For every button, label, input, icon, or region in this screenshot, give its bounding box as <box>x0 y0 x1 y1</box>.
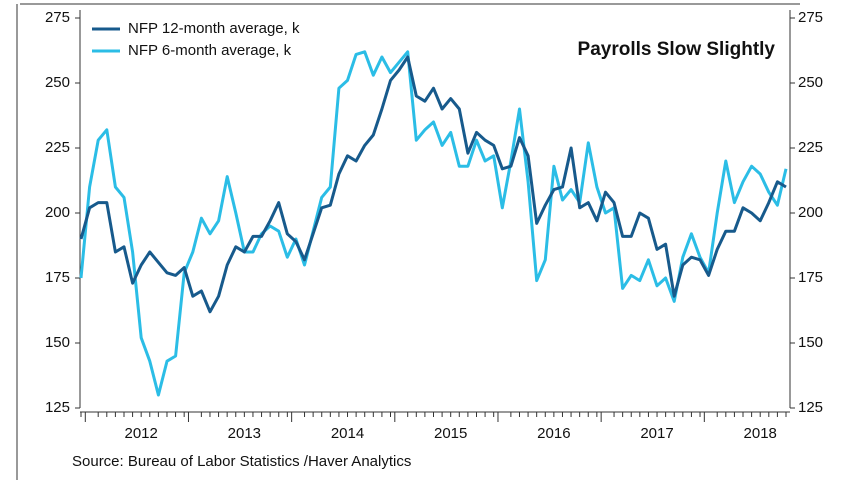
y2-tick-label: 150 <box>798 334 823 351</box>
legend-label: NFP 12-month average, k <box>128 20 300 37</box>
y2-tick-label: 275 <box>798 9 823 26</box>
series-line <box>79 50 788 397</box>
x-tick-label: 2012 <box>124 425 157 442</box>
y-tick-label: 200 <box>45 204 70 221</box>
x-tick-label: 2013 <box>228 425 261 442</box>
y-tick-label: 175 <box>45 269 70 286</box>
y-tick-label: 125 <box>45 399 70 416</box>
y2-tick-label: 200 <box>798 204 823 221</box>
x-tick-label: 2015 <box>434 425 467 442</box>
x-tick-label: 2017 <box>640 425 673 442</box>
x-tick-label: 2014 <box>331 425 364 442</box>
y2-tick-label: 125 <box>798 399 823 416</box>
chart-title: Payrolls Slow Slightly <box>578 39 776 60</box>
source-note: Source: Bureau of Labor Statistics /Have… <box>72 453 411 470</box>
series-line <box>79 55 787 314</box>
y2-tick-label: 175 <box>798 269 823 286</box>
y-tick-label: 150 <box>45 334 70 351</box>
legend-label: NFP 6-month average, k <box>128 42 292 59</box>
y-tick-label: 275 <box>45 9 70 26</box>
y2-tick-label: 225 <box>798 139 823 156</box>
x-tick-label: 2018 <box>744 425 777 442</box>
y-tick-label: 225 <box>45 139 70 156</box>
y2-tick-label: 250 <box>798 74 823 91</box>
y-tick-label: 250 <box>45 74 70 91</box>
x-tick-label: 2016 <box>537 425 570 442</box>
